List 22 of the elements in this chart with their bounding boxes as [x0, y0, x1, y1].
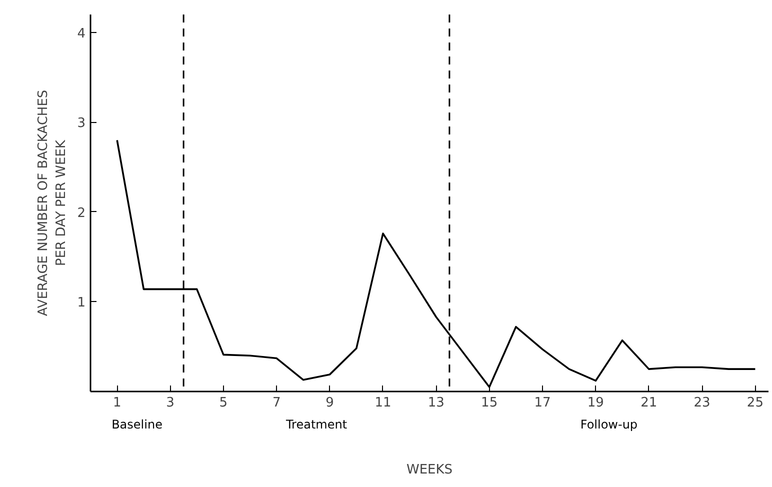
text: Treatment [284, 418, 348, 432]
y-axis-title: AVERAGE NUMBER OF BACKACHES PER DAY PER WEEK [36, 90, 70, 316]
text: Baseline [112, 418, 162, 432]
x-tick-label: 7 [272, 396, 281, 410]
x-tick-label: 3 [166, 396, 174, 410]
x-tick-label: 11 [374, 396, 392, 410]
x-tick-label: 5 [219, 396, 228, 410]
x-tick-label: 9 [326, 396, 334, 410]
y-tick-label: 2 [77, 206, 86, 221]
x-tick-label: 1 [112, 396, 122, 410]
x-tick-label: 17 [534, 396, 551, 410]
y-tick-label: 1 [77, 296, 86, 311]
x-tick-label: 19 [587, 396, 604, 410]
x-tick-label: 13 [428, 396, 444, 410]
y-tick-label: 4 [77, 26, 86, 42]
y-tick-label: 3 [77, 116, 86, 132]
x-tick-label: 25 [746, 396, 764, 410]
x-tick-label: 21 [640, 396, 658, 410]
x-tick-label: 15 [481, 396, 498, 410]
text: Follow-up [580, 418, 638, 432]
x-tick-label: 23 [694, 396, 710, 410]
x-axis-title: WEEKS [406, 462, 453, 478]
